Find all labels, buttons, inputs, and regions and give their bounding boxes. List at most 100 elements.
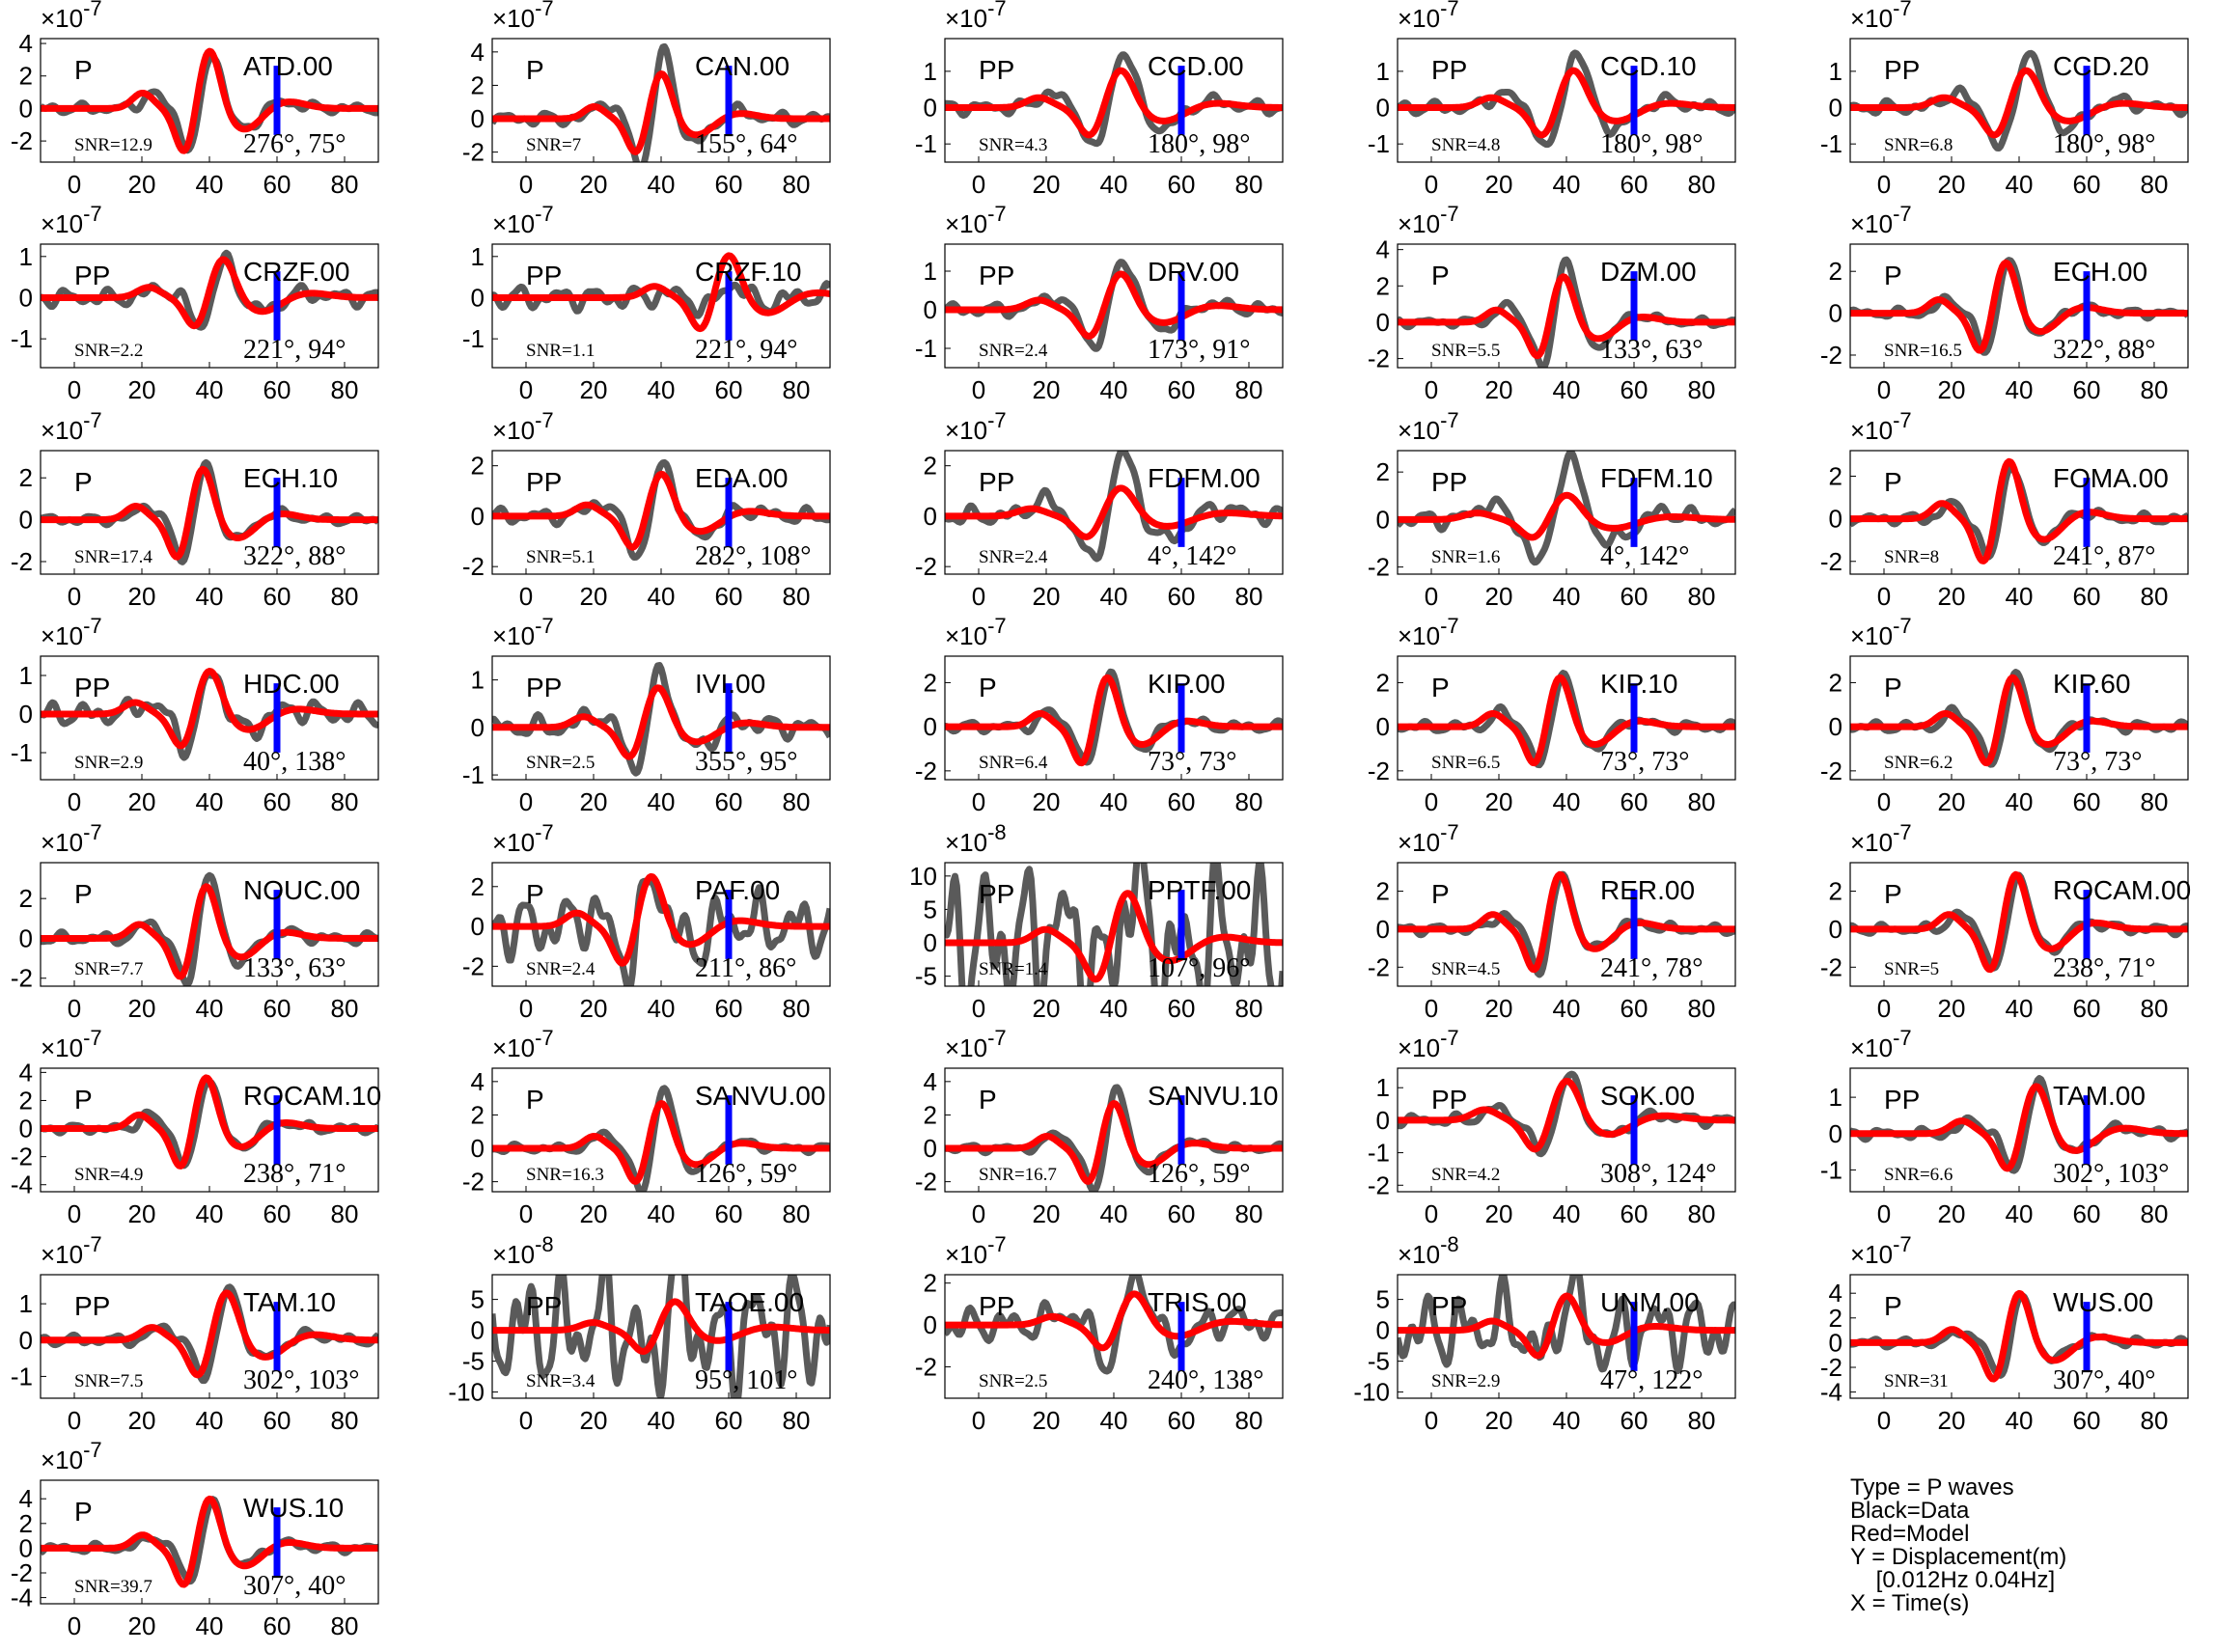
- model-trace: [1398, 1292, 1735, 1360]
- y-tick-label: -1: [11, 324, 33, 353]
- x-tick-label: 60: [715, 994, 743, 1023]
- station-label: TAOE.00: [695, 1287, 804, 1317]
- x-tick-label: 60: [715, 1406, 743, 1435]
- x-tick-label: 40: [1553, 787, 1581, 816]
- x-tick-label: 60: [263, 582, 291, 611]
- seismogram-panel-kip-60: ×10-7 -2 0 2 0 20 40 60 80 P KIP.60 SNR=6.2 73°, 73°: [1810, 614, 2216, 823]
- x-tick-label: 80: [2141, 375, 2169, 404]
- x-tick-label: 20: [128, 1199, 156, 1228]
- seismogram-panel-fdfm-10: ×10-7 -2 0 2 0 20 40 60 80 PP FDFM.10 SNR=1.6 4°, 14…: [1357, 408, 1782, 618]
- station-label: CCD.00: [1148, 51, 1244, 81]
- x-tick-label: 40: [1100, 582, 1128, 611]
- snr-label: SNR=6.6: [1884, 1165, 1953, 1185]
- axis-exponent: ×10-7: [41, 614, 102, 650]
- x-tick-label: 40: [648, 375, 676, 404]
- axes-box: [944, 450, 1284, 575]
- seismogram-plot: ×10-8 -5 0 5 10 0 20 40 60 80 PP PPTF.00 SNR=1.4 107°…: [909, 820, 1284, 1023]
- y-tick-label: 0: [1376, 308, 1390, 337]
- y-tick-label: -2: [915, 1168, 937, 1197]
- x-tick-label: 20: [1033, 170, 1061, 199]
- axis-exponent: ×10-7: [1398, 202, 1459, 238]
- y-tick-label: 0: [19, 1533, 33, 1562]
- model-trace: [1398, 273, 1735, 360]
- y-tick-label: -2: [915, 1352, 937, 1381]
- angle-label: 180°, 98°: [1600, 129, 1703, 159]
- y-tick-label: -1: [1820, 1155, 1842, 1184]
- x-tick-label: 40: [1100, 1406, 1128, 1435]
- phase-label: PP: [74, 1291, 110, 1321]
- y-tick-label: 5: [471, 1285, 485, 1314]
- seismogram-panel-ccd-20: ×10-7 -1 0 1 0 20 40 60 80 PP CCD.20 SNR=6.8 180°, 9…: [1810, 0, 2216, 206]
- model-trace: [492, 470, 830, 551]
- axis-exponent: ×10-7: [41, 1438, 102, 1474]
- y-tick-label: -1: [11, 738, 33, 767]
- x-tick-label: 20: [1485, 994, 1513, 1023]
- y-tick-label: 0: [19, 923, 33, 952]
- x-tick-label: 60: [2073, 582, 2101, 611]
- phase-label: P: [1884, 467, 1902, 497]
- seismogram-panel-foma-00: ×10-7 -2 0 2 0 20 40 60 80 P FOMA.00 SNR=8 241°, 87°: [1810, 408, 2216, 618]
- x-tick-label: 40: [2006, 1406, 2034, 1435]
- axes-box: [1397, 1067, 1736, 1193]
- seismogram-panel-kip-00: ×10-7 -2 0 2 0 20 40 60 80 P KIP.00 SNR=6.4 73°, 73°: [904, 614, 1329, 823]
- model-trace: [1398, 674, 1735, 767]
- x-tick-label: 0: [972, 375, 985, 404]
- x-tick-label: 20: [1485, 787, 1513, 816]
- snr-label: SNR=2.4: [979, 341, 1048, 361]
- x-tick-label: 0: [972, 994, 985, 1023]
- y-tick-label: -4: [11, 1170, 33, 1199]
- x-tick-label: 40: [196, 1611, 224, 1640]
- model-trace: [41, 256, 378, 330]
- y-tick-label: -1: [1368, 1139, 1390, 1168]
- x-tick-label: 60: [263, 1611, 291, 1640]
- x-tick-label: 20: [580, 1199, 608, 1228]
- phase-label: PP: [1431, 1085, 1467, 1115]
- phase-label: P: [526, 879, 544, 909]
- phase-label: P: [1884, 261, 1902, 290]
- model-trace: [1850, 1083, 2188, 1172]
- y-tick-label: 1: [19, 661, 33, 690]
- phase-label: PP: [526, 467, 562, 497]
- x-tick-label: 0: [1425, 1199, 1438, 1228]
- x-tick-label: 20: [1033, 787, 1061, 816]
- seismogram-panel-sanvu-10: ×10-7 -2 0 2 4 0 20 40 60 80 P SANVU.10 SNR=16.7 126°…: [904, 1026, 1329, 1235]
- y-tick-label: -2: [1368, 553, 1390, 582]
- y-tick-label: 0: [1376, 712, 1390, 741]
- seismogram-panel-ccd-10: ×10-7 -1 0 1 0 20 40 60 80 PP CCD.10 SNR=4.8 180°, 9…: [1357, 0, 1782, 206]
- snr-label: SNR=16.3: [526, 1165, 604, 1185]
- y-tick-label: -2: [11, 126, 33, 155]
- y-tick-label: 1: [924, 57, 937, 86]
- phase-label: PP: [1431, 55, 1467, 85]
- axes-box: [491, 1067, 831, 1193]
- x-tick-label: 40: [196, 375, 224, 404]
- y-tick-label: -2: [1368, 344, 1390, 373]
- x-tick-label: 0: [1877, 375, 1891, 404]
- x-tick-label: 80: [783, 994, 811, 1023]
- axis-exponent: ×10-7: [1398, 820, 1459, 857]
- snr-label: SNR=2.5: [526, 753, 595, 773]
- axis-exponent: ×10-7: [41, 202, 102, 238]
- seismogram-panel-rer-00: ×10-7 -2 0 2 0 20 40 60 80 P RER.00 SNR=4.5 241°, 78…: [1357, 820, 1782, 1030]
- x-tick-label: 20: [1485, 170, 1513, 199]
- station-label: CCD.10: [1600, 51, 1697, 81]
- snr-label: SNR=4.2: [1431, 1165, 1500, 1185]
- snr-label: SNR=6.2: [1884, 753, 1953, 773]
- x-tick-label: 60: [715, 1199, 743, 1228]
- x-tick-label: 0: [1877, 170, 1891, 199]
- x-tick-label: 20: [1485, 375, 1513, 404]
- y-tick-label: 4: [19, 1484, 33, 1513]
- y-tick-label: 0: [1829, 299, 1842, 328]
- seismogram-panel-ccd-00: ×10-7 -1 0 1 0 20 40 60 80 PP CCD.00 SNR=4.3 180°, 9…: [904, 0, 1329, 206]
- x-tick-label: 60: [715, 787, 743, 816]
- x-tick-label: 20: [128, 582, 156, 611]
- phase-label: P: [1884, 673, 1902, 702]
- x-tick-label: 40: [648, 582, 676, 611]
- phase-label: PP: [74, 261, 110, 290]
- y-tick-label: 10: [909, 862, 937, 891]
- x-tick-label: 0: [1877, 1199, 1891, 1228]
